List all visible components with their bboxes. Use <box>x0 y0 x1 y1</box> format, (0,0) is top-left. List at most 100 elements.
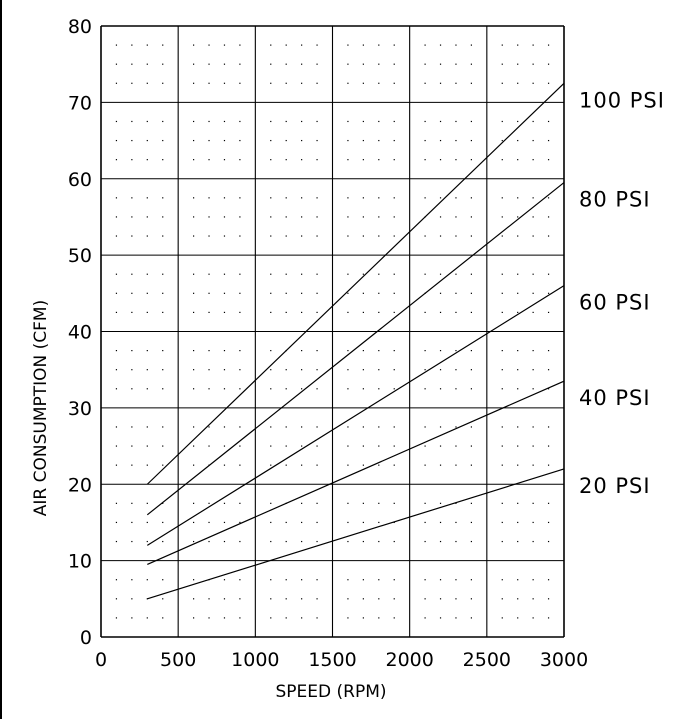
grid-dot <box>470 445 472 447</box>
grid-dot <box>316 216 318 218</box>
grid-dot <box>131 159 133 161</box>
grid-dot <box>547 311 550 314</box>
grid-dot <box>347 216 349 218</box>
grid-dot <box>532 426 534 428</box>
grid-dot <box>193 540 195 543</box>
grid-dot <box>208 197 210 199</box>
grid-dot <box>424 579 426 581</box>
grid-dot <box>501 502 503 504</box>
grid-dot <box>239 139 241 142</box>
grid-dot <box>115 139 118 142</box>
grid-dot <box>316 44 318 46</box>
grid-dot <box>316 235 318 237</box>
grid-dot <box>532 464 534 466</box>
grid-dot <box>532 540 534 543</box>
series-label: 80 PSI <box>579 188 651 212</box>
grid-dot <box>146 617 148 619</box>
grid-dot <box>517 273 519 275</box>
grid-dot <box>439 311 442 314</box>
grid-dot <box>301 426 303 428</box>
grid-dot <box>270 464 272 466</box>
grid-dot <box>470 311 472 314</box>
grid-dot <box>393 369 395 371</box>
grid-dot <box>193 311 195 314</box>
grid-dot <box>501 464 503 466</box>
grid-dot <box>439 216 442 218</box>
grid-dot <box>470 120 472 123</box>
grid-dot <box>115 159 118 161</box>
grid-dot <box>223 139 226 142</box>
grid-dot <box>547 44 550 46</box>
grid-dot <box>301 44 303 46</box>
grid-dot <box>439 273 442 275</box>
grid-dot <box>378 369 380 371</box>
grid-dot <box>208 273 210 275</box>
grid-dot <box>455 197 457 199</box>
grid-dot <box>208 292 210 294</box>
grid-dot <box>131 235 133 237</box>
grid-dot <box>208 235 210 237</box>
grid-dot <box>393 120 395 123</box>
grid-dot <box>239 216 241 218</box>
grid-dot <box>393 235 395 237</box>
grid-dot <box>424 617 426 619</box>
grid-dot <box>470 540 472 543</box>
grid-dot <box>393 82 395 84</box>
grid-dot <box>517 292 519 294</box>
grid-dot <box>285 464 287 466</box>
grid-dot <box>146 349 148 352</box>
grid-dot <box>301 445 303 447</box>
grid-dot <box>532 159 534 161</box>
grid-dot <box>501 540 503 543</box>
grid-dot <box>316 159 318 161</box>
y-tick-label: 80 <box>68 16 92 38</box>
grid-dot <box>347 598 349 600</box>
grid-dot <box>193 139 195 142</box>
grid-dot <box>270 82 272 84</box>
grid-dot <box>239 521 241 524</box>
grid-dot <box>193 521 195 524</box>
grid-dot <box>316 120 318 123</box>
grid-dot <box>547 464 550 466</box>
grid-dot <box>547 521 550 524</box>
grid-dot <box>301 197 303 199</box>
grid-dot <box>501 235 503 237</box>
major-grid <box>100 25 565 638</box>
grid-dot <box>393 388 395 390</box>
grid-dot <box>424 44 426 46</box>
grid-dot <box>424 598 426 600</box>
grid-dot <box>301 63 303 65</box>
grid-dot <box>547 197 550 199</box>
grid-dot <box>193 502 195 504</box>
grid-dot <box>547 369 550 371</box>
grid-dot <box>239 197 241 199</box>
grid-dot <box>239 369 241 371</box>
grid-dot <box>162 540 164 543</box>
grid-dot <box>470 292 472 294</box>
grid-dot <box>470 369 472 371</box>
grid-dot <box>393 63 395 65</box>
grid-dot <box>455 502 457 504</box>
grid-dot <box>208 216 210 218</box>
grid-dot <box>162 502 164 504</box>
grid-dot <box>131 598 133 600</box>
grid-dot <box>239 292 241 294</box>
grid-dot <box>378 598 380 600</box>
grid-dot <box>316 521 318 524</box>
grid-dot <box>131 617 133 619</box>
grid-dot <box>193 235 195 237</box>
grid-dot <box>517 63 519 65</box>
grid-dot <box>517 617 519 619</box>
grid-dot <box>131 82 133 84</box>
grid-dot <box>393 445 395 447</box>
grid-dot <box>378 235 380 237</box>
grid-dot <box>223 369 226 371</box>
grid-dot <box>517 120 519 123</box>
grid-dot <box>439 445 442 447</box>
series-line <box>147 468 565 600</box>
y-tick-label: 10 <box>68 551 92 573</box>
y-axis-label: AIR CONSUMPTION (CFM) <box>31 300 51 516</box>
grid-dot <box>115 521 118 524</box>
grid-dot <box>316 311 318 314</box>
